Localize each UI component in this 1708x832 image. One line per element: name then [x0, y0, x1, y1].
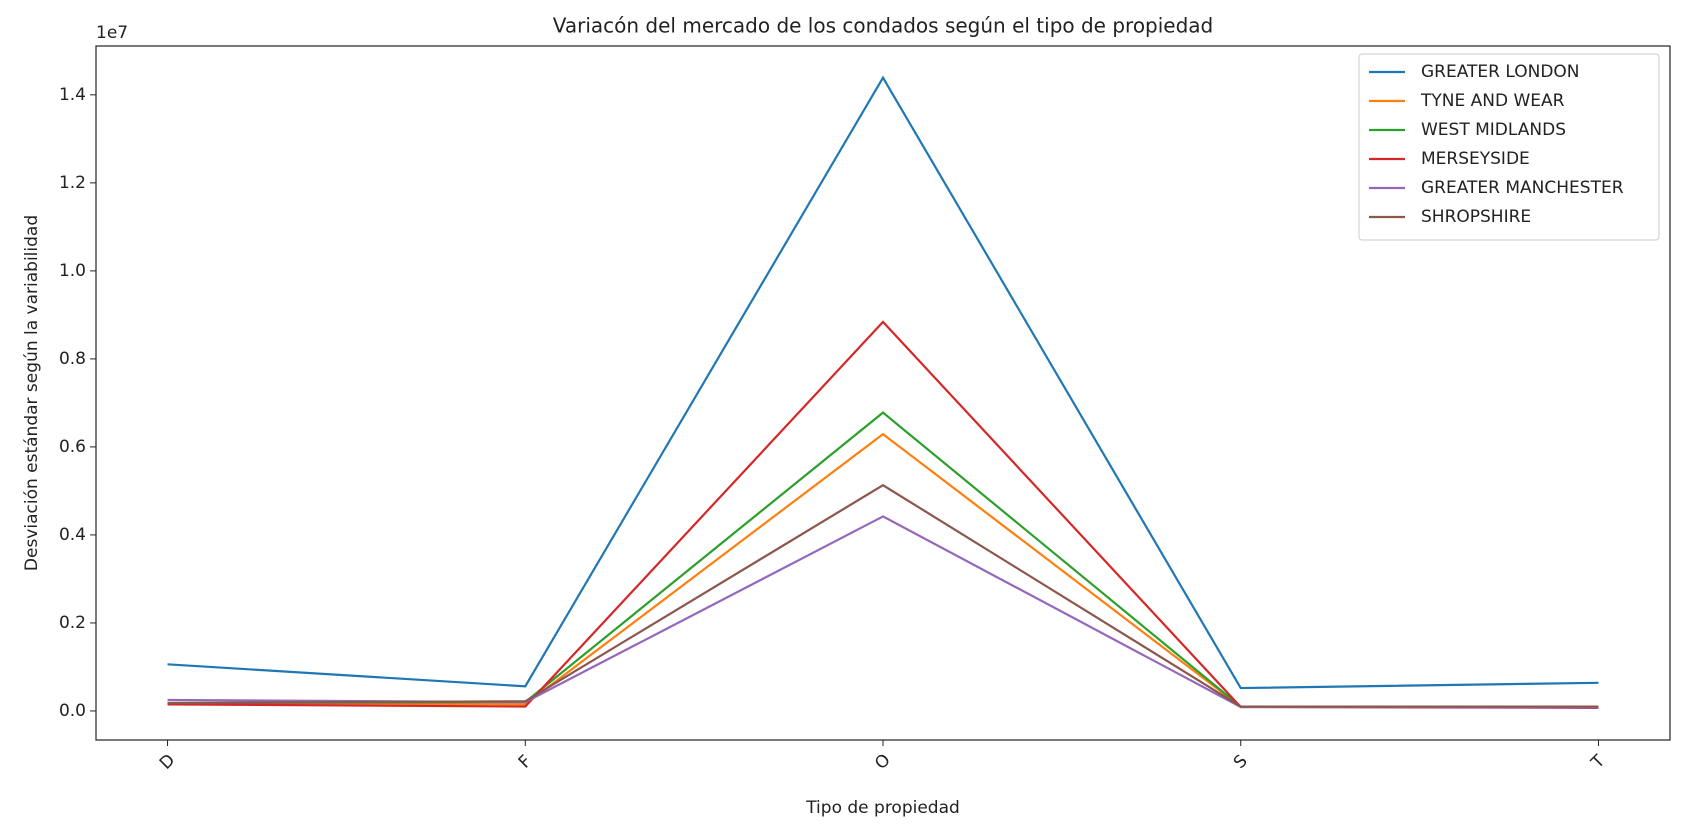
y-tick-label: 0.4 — [59, 525, 86, 545]
legend-label: SHROPSHIRE — [1421, 207, 1531, 227]
series-line — [167, 515, 1599, 709]
y-offset-label: 1e7 — [96, 23, 128, 43]
y-tick-label: 1.2 — [59, 173, 86, 193]
legend-label: GREATER MANCHESTER — [1421, 178, 1624, 198]
series-line — [167, 432, 1599, 709]
y-axis-label: Desviación estándar según la variabilida… — [22, 215, 42, 571]
series-line — [167, 411, 1599, 709]
x-tick-label: S — [1230, 751, 1252, 773]
y-tick-label: 0.8 — [59, 349, 86, 369]
x-tick-label: T — [1587, 751, 1610, 774]
plot-frame — [95, 45, 1671, 741]
series-line — [167, 483, 1599, 708]
x-tick-label: D — [156, 750, 179, 773]
y-tick-label: 0.0 — [59, 701, 86, 721]
series-line — [167, 320, 1599, 709]
x-axis-label: Tipo de propiedad — [805, 798, 960, 818]
legend-label: MERSEYSIDE — [1421, 149, 1530, 169]
x-tick-label: O — [871, 750, 895, 774]
legend-label: TYNE AND WEAR — [1420, 91, 1565, 111]
x-tick-label: F — [515, 751, 536, 772]
legend-label: GREATER LONDON — [1421, 62, 1580, 82]
series-line — [167, 75, 1599, 690]
y-tick-label: 1.4 — [59, 85, 86, 105]
y-tick-label: 0.2 — [59, 613, 86, 633]
chart-title: Variacón del mercado de los condados seg… — [553, 14, 1214, 38]
y-tick-label: 1.0 — [59, 261, 86, 281]
legend-label: WEST MIDLANDS — [1421, 120, 1566, 140]
y-tick-label: 0.6 — [59, 437, 86, 457]
legend-box — [1358, 53, 1660, 241]
